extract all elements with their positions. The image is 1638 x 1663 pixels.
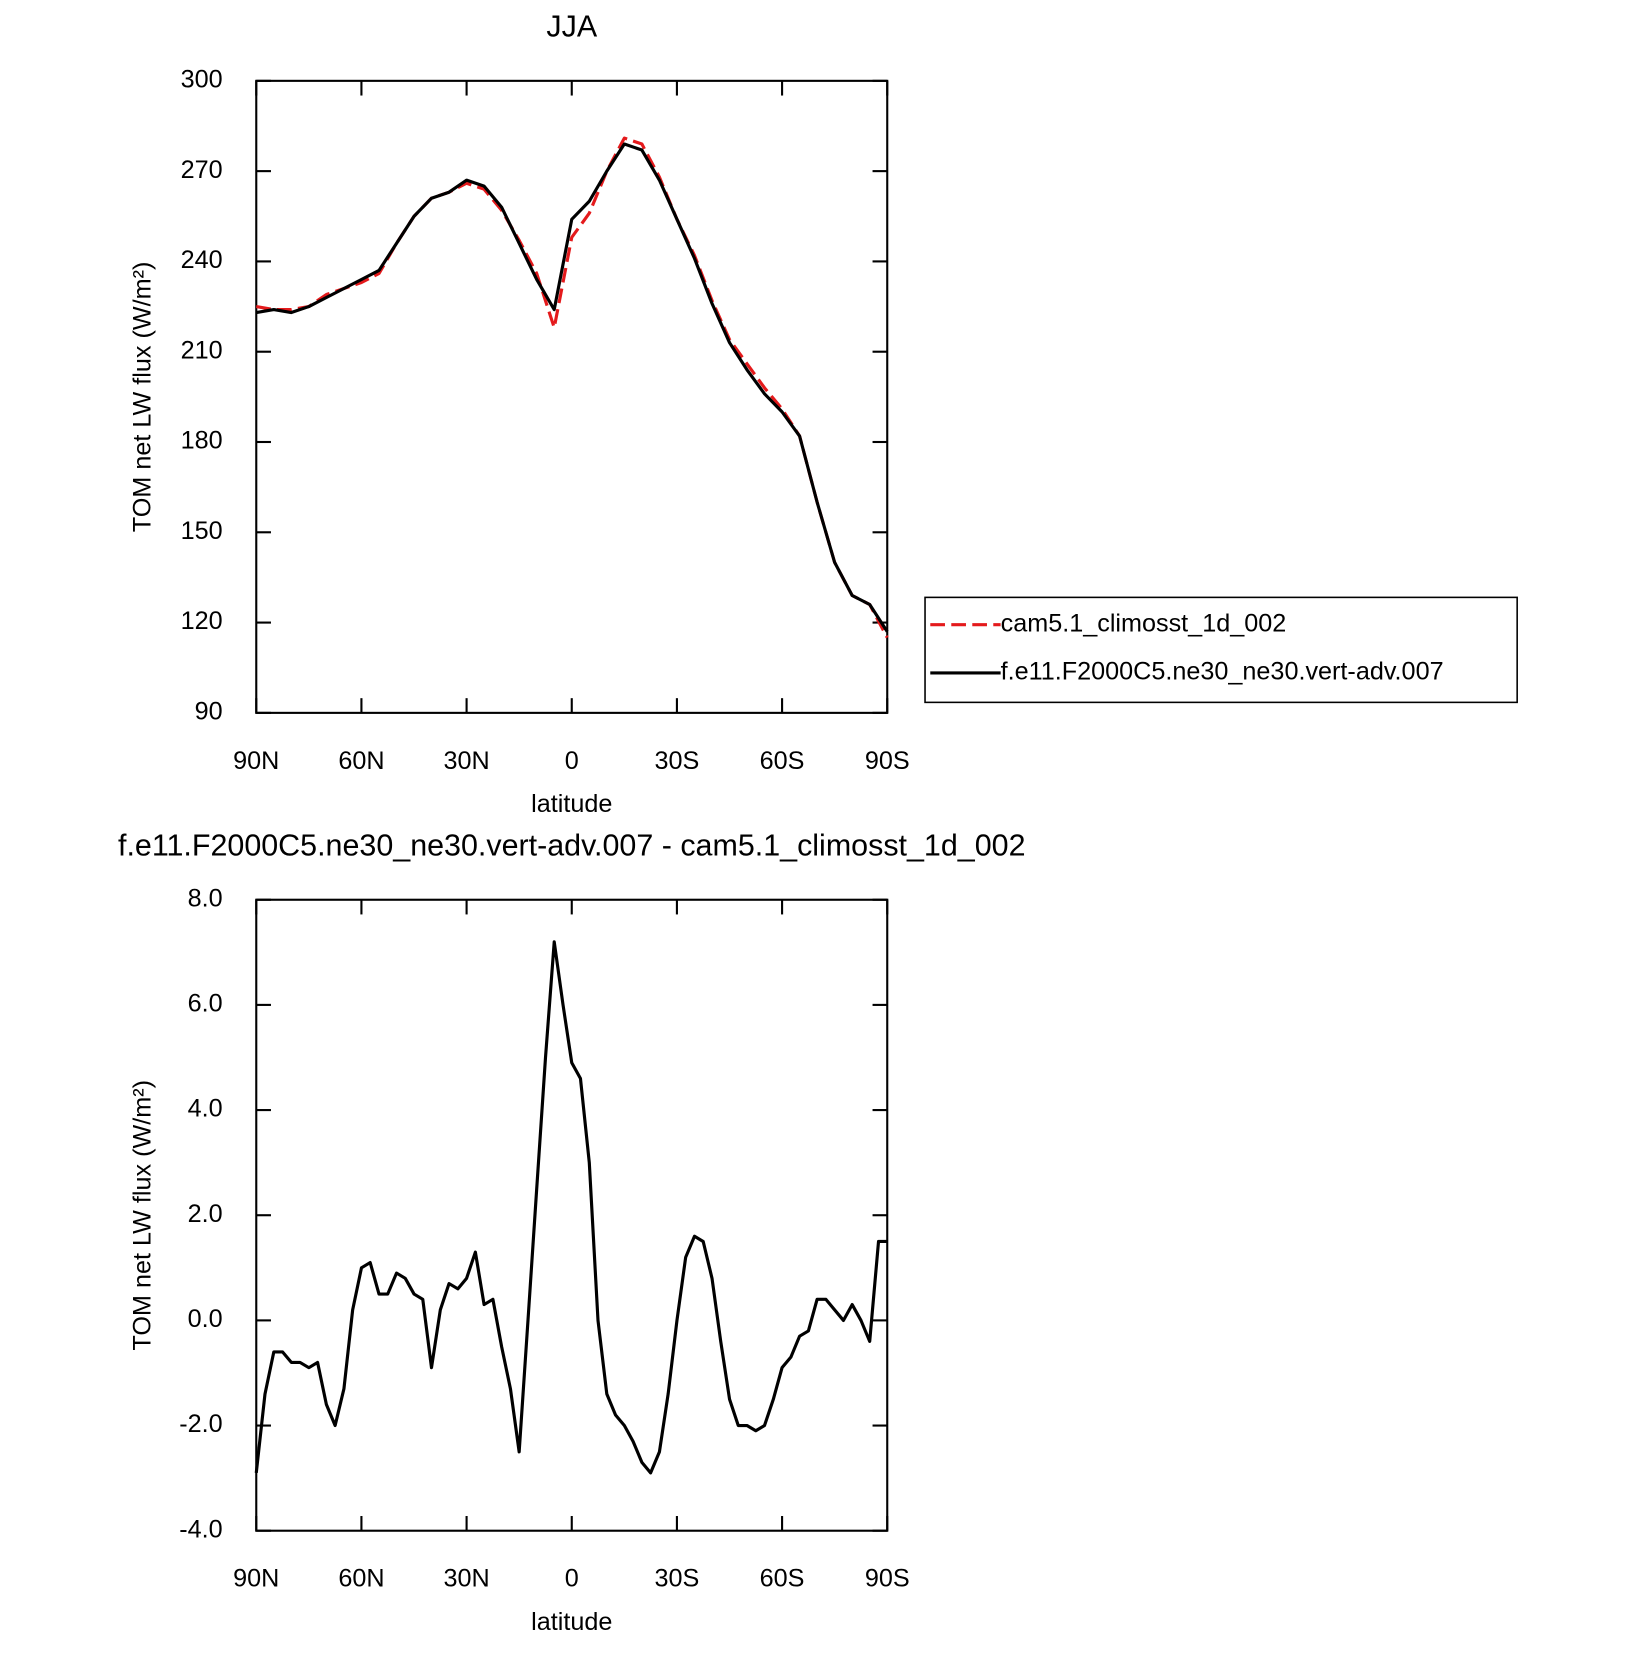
y-tick-label: 210: [181, 336, 223, 364]
y-tick-label: -2.0: [179, 1410, 222, 1438]
data-line: [255, 136, 889, 639]
y-tick-label: 8.0: [188, 884, 223, 912]
x-tick-label: 30N: [443, 747, 489, 775]
y-axis-label: TOM net LW flux (W/m²): [129, 1080, 157, 1351]
y-tick-label: 300: [181, 65, 223, 93]
chart-title: f.e11.F2000C5.ne30_ne30.vert-adv.007 - c…: [118, 828, 1026, 862]
data-line: [254, 940, 888, 1475]
x-tick-label: 30S: [655, 747, 700, 775]
y-tick-label: 120: [181, 607, 223, 635]
x-axis-label: latitude: [531, 1608, 612, 1636]
x-tick-label: 30S: [655, 1565, 700, 1593]
x-tick-label: 0: [565, 1565, 579, 1593]
y-tick-label: -4.0: [179, 1515, 222, 1543]
chart-title: JJA: [546, 9, 597, 43]
y-tick-label: 0.0: [188, 1305, 223, 1333]
x-tick-label: 60N: [338, 1565, 384, 1593]
plot-frame: [255, 898, 889, 1532]
x-tick-label: 60N: [338, 747, 384, 775]
x-tick-label: 60S: [760, 747, 805, 775]
x-tick-label: 60S: [760, 1565, 805, 1593]
y-tick-label: 2.0: [188, 1200, 223, 1228]
legend-label: f.e11.F2000C5.ne30_ne30.vert-adv.007: [1001, 658, 1444, 686]
y-tick-label: 90: [195, 698, 223, 726]
legend-label: cam5.1_climosst_1d_002: [1001, 609, 1287, 637]
legend-box: [924, 596, 1518, 704]
x-tick-label: 90N: [233, 1565, 279, 1593]
x-tick-label: 90S: [865, 747, 910, 775]
y-tick-label: 4.0: [188, 1095, 223, 1123]
y-tick-label: 240: [181, 246, 223, 274]
y-tick-label: 150: [181, 517, 223, 545]
x-tick-label: 0: [565, 747, 579, 775]
y-axis-label: TOM net LW flux (W/m²): [129, 262, 157, 533]
x-axis-label: latitude: [531, 790, 612, 818]
y-tick-label: 270: [181, 156, 223, 184]
x-tick-label: 90S: [865, 1565, 910, 1593]
y-tick-label: 6.0: [188, 990, 223, 1018]
x-tick-label: 90N: [233, 747, 279, 775]
data-line: [256, 142, 889, 633]
y-tick-label: 180: [181, 427, 223, 455]
x-tick-label: 30N: [443, 1565, 489, 1593]
plot-frame: [255, 79, 889, 714]
